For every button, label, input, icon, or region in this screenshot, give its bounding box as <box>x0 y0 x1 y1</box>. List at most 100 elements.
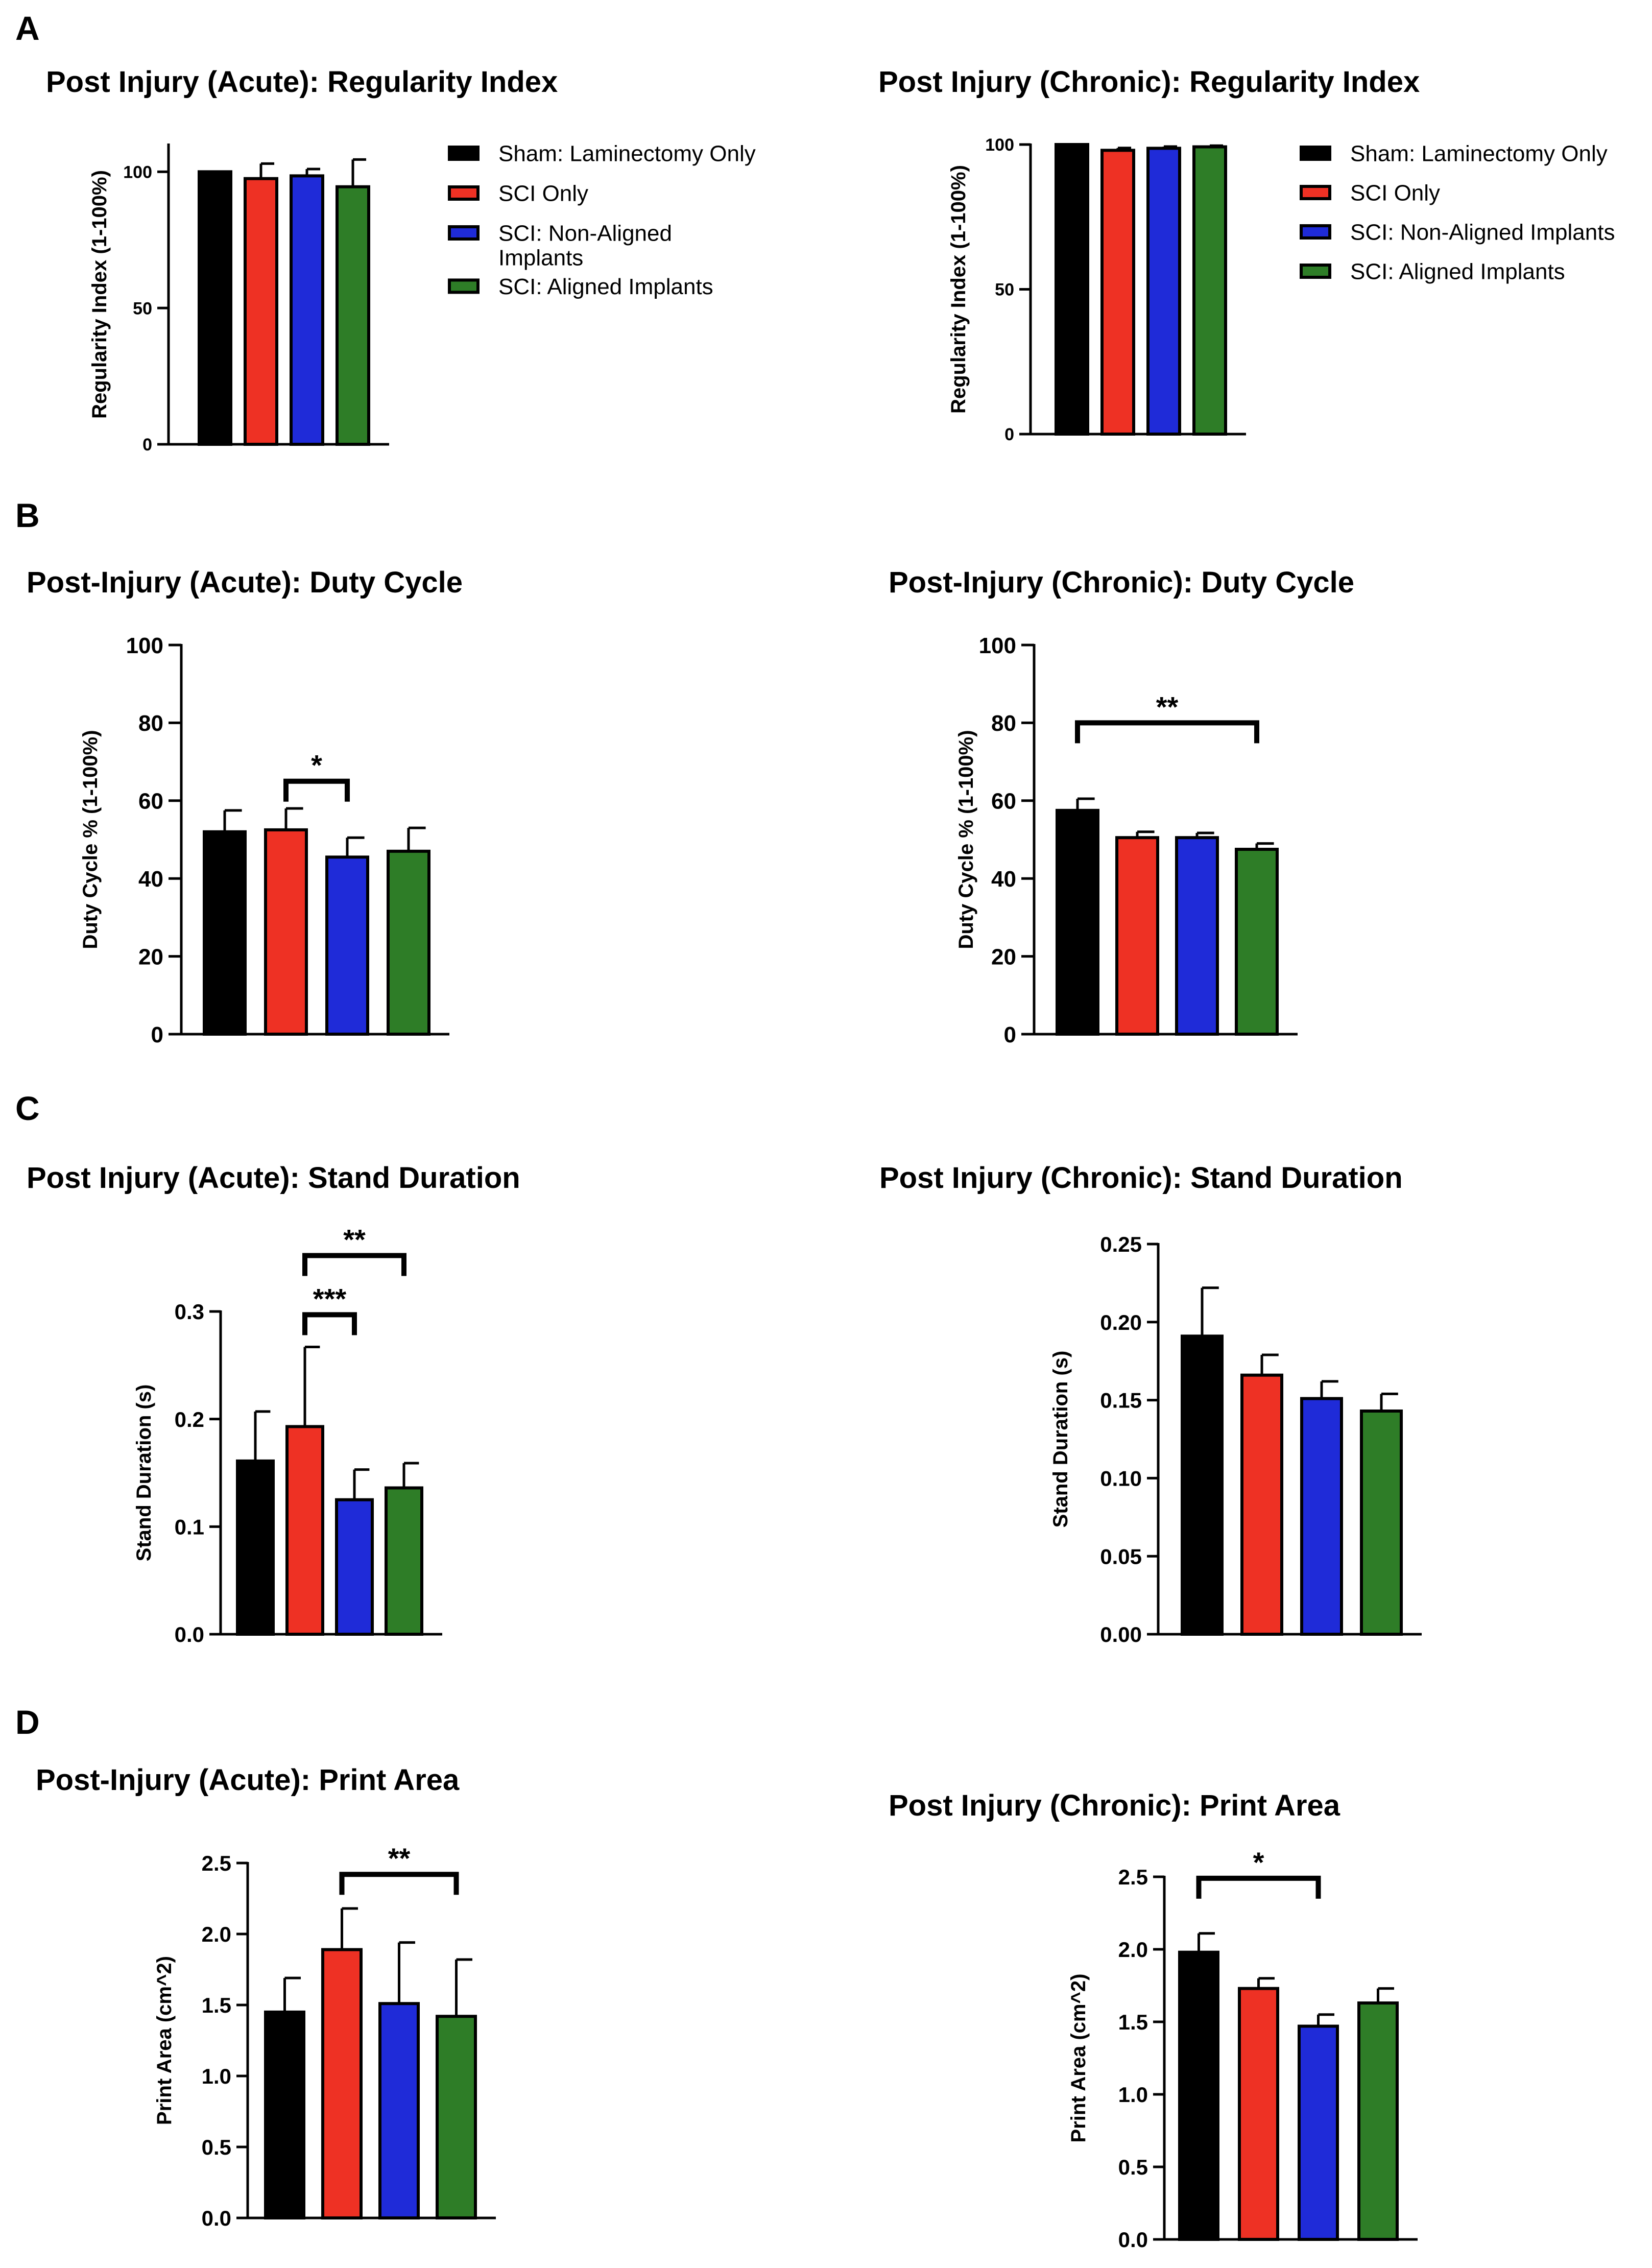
y-tick-label: 1.0 <box>1118 2083 1148 2107</box>
chart-title: Post Injury (Chronic): Regularity Index <box>878 65 1420 99</box>
bar-1 <box>1055 143 1089 436</box>
bar-1 <box>1181 1334 1224 1636</box>
y-axis-label: Duty Cycle % (1-100%) <box>955 730 977 949</box>
legend-label-1: Sham: Laminectomy Only <box>1350 141 1608 166</box>
significance-label: * <box>1253 1846 1264 1878</box>
y-tick-label: 0.0 <box>175 1622 204 1646</box>
bar-1 <box>203 830 247 1036</box>
significance-label: *** <box>313 1282 347 1315</box>
legend-label-2: SCI Only <box>1350 180 1440 205</box>
bar-4 <box>1357 2001 1399 2241</box>
y-tick-label: 60 <box>138 789 163 814</box>
legend-swatch-1 <box>448 146 480 161</box>
bar-3 <box>378 2002 420 2219</box>
y-tick-label: 0 <box>1004 425 1014 444</box>
y-tick-label: 80 <box>991 711 1016 736</box>
legend-label-line: SCI: Non-Aligned Implants <box>1350 220 1615 245</box>
legend-label-4: SCI: Aligned Implants <box>1350 259 1565 284</box>
chart-title: Post-Injury (Chronic): Duty Cycle <box>889 566 1354 599</box>
y-tick-label: 1.5 <box>202 1993 231 2017</box>
significance-label: ** <box>1156 690 1179 723</box>
y-axis-label: Print Area (cm^2) <box>153 1956 176 2125</box>
bar-1 <box>198 170 232 446</box>
y-tick-label: 80 <box>138 711 163 736</box>
bar-2 <box>264 828 308 1036</box>
bar-1 <box>264 2010 305 2219</box>
y-tick-label: 2.5 <box>1118 1865 1148 1889</box>
bar-3 <box>1146 147 1181 436</box>
y-tick-label: 0.1 <box>175 1515 204 1539</box>
chart-D-chronic: Post Injury (Chronic): Print Area Print A… <box>889 1789 1418 2252</box>
legend-label-1: Sham: Laminectomy Only <box>498 141 756 166</box>
y-tick-label: 100 <box>123 163 152 182</box>
y-tick-label: 0 <box>151 1022 163 1047</box>
y-tick-label: 2.0 <box>202 1922 231 1946</box>
bar-3 <box>335 1498 374 1636</box>
legend-swatch-3 <box>1300 224 1331 240</box>
y-axis-label: Regularity Index (1-100%) <box>947 165 970 414</box>
chart-D-acute: Post-Injury (Acute): Print Area Print Are… <box>36 1763 496 2230</box>
bar-2 <box>1100 149 1135 436</box>
bar-2 <box>244 177 278 446</box>
y-tick-label: 0.0 <box>202 2206 231 2230</box>
bar-2 <box>321 1948 363 2220</box>
legend-label-2: SCI Only <box>498 181 588 206</box>
significance-bracket <box>1196 1875 1321 1899</box>
y-tick-label: 0.20 <box>1100 1310 1142 1334</box>
chart-A-chronic: Post Injury (Chronic): Regularity Index R… <box>878 65 1615 444</box>
chart-title: Post Injury (Chronic): Print Area <box>889 1789 1340 1822</box>
y-tick-label: 0.15 <box>1100 1389 1142 1413</box>
significance-bracket <box>302 1253 406 1276</box>
legend-swatch-4 <box>448 278 480 294</box>
y-tick-label: 0.5 <box>202 2135 231 2159</box>
chart-C-acute: Post Injury (Acute): Stand Duration Stand… <box>27 1161 520 1646</box>
legend-label-line: SCI: Non-Aligned <box>498 221 672 246</box>
legend-label-4: SCI: Aligned Implants <box>498 274 713 299</box>
y-tick-label: 0 <box>1004 1022 1016 1047</box>
y-axis-label: Regularity Index (1-100%) <box>88 170 111 419</box>
y-tick-label: 2.5 <box>202 1851 231 1875</box>
chart-title: Post-Injury (Acute): Print Area <box>36 1763 460 1797</box>
panel-letter-b: B <box>15 496 40 534</box>
bar-2 <box>1115 836 1159 1036</box>
chart-title: Post-Injury (Acute): Duty Cycle <box>27 566 463 599</box>
legend-label-line: Implants <box>498 245 583 270</box>
chart-B-acute: Post-Injury (Acute): Duty Cycle Duty Cycl… <box>27 566 463 1047</box>
bar-4 <box>336 185 370 446</box>
chart-B-chronic: Post-Injury (Chronic): Duty Cycle Duty Cy… <box>889 566 1354 1047</box>
y-tick-label: 50 <box>133 299 152 318</box>
bar-3 <box>290 174 324 446</box>
bar-1 <box>1056 808 1099 1036</box>
significance-bracket <box>302 1312 357 1335</box>
legend: Sham: Laminectomy Only SCI Only SCI: Non-A… <box>1300 141 1615 284</box>
panel-letter-d: D <box>15 1703 40 1741</box>
y-tick-label: 0.5 <box>1118 2155 1148 2179</box>
bar-2 <box>1238 1987 1279 2241</box>
legend-swatch-2 <box>448 185 480 201</box>
bar-1 <box>236 1459 275 1636</box>
y-tick-label: 1.0 <box>202 2064 231 2088</box>
bar-3 <box>1175 836 1219 1036</box>
panel-letter-c: C <box>15 1089 40 1127</box>
y-tick-label: 0.10 <box>1100 1467 1142 1491</box>
legend-swatch-2 <box>1300 185 1331 200</box>
significance-bracket <box>339 1872 459 1895</box>
legend-label-line: Sham: Laminectomy Only <box>498 141 756 166</box>
y-axis-label: Print Area (cm^2) <box>1067 1974 1090 2143</box>
chart-title: Post Injury (Acute): Stand Duration <box>27 1161 520 1195</box>
legend-label-line: SCI: Aligned Implants <box>1350 259 1565 284</box>
bar-2 <box>1240 1373 1283 1636</box>
bar-2 <box>285 1425 324 1636</box>
significance-bracket <box>283 778 350 802</box>
y-tick-label: 20 <box>138 944 163 969</box>
bar-3 <box>1300 1397 1343 1636</box>
y-tick-label: 50 <box>995 280 1014 300</box>
y-tick-label: 40 <box>138 867 163 892</box>
legend-label-line: SCI: Aligned Implants <box>498 274 713 299</box>
y-tick-label: 100 <box>985 135 1014 155</box>
bar-1 <box>1178 1950 1219 2241</box>
bar-4 <box>1192 145 1227 436</box>
y-tick-label: 0.00 <box>1100 1622 1142 1646</box>
y-tick-label: 100 <box>126 633 163 658</box>
